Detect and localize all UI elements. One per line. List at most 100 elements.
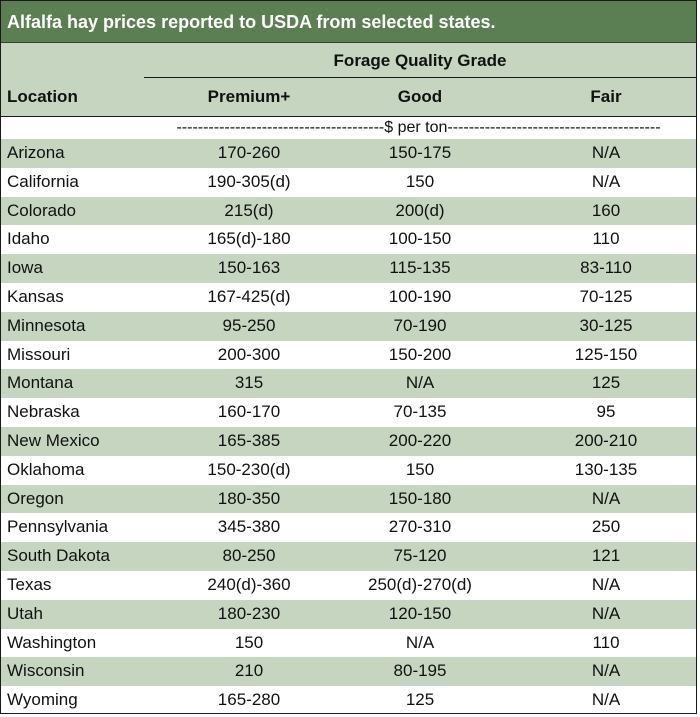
good-cell: 150-200 <box>388 344 452 364</box>
premium-cell: 150 <box>234 632 264 652</box>
location-cell: Oklahoma <box>7 459 85 479</box>
table-row: Wisconsin 210 80-195 N/A <box>1 657 696 687</box>
good-cell: 150-175 <box>388 143 452 162</box>
fair-column-header: Fair <box>590 87 622 106</box>
table-row: California 190-305(d) 150 N/A <box>1 167 696 197</box>
fair-cell: 160 <box>591 200 621 220</box>
table-row: Montana 315 N/A 125 <box>1 369 696 399</box>
good-cell: 250(d)-270(d) <box>368 574 472 594</box>
location-cell: Montana <box>7 373 74 393</box>
fair-cell: 95 <box>596 402 616 422</box>
table-title: Alfalfa hay prices reported to USDA from… <box>1 1 696 43</box>
table-row: Minnesota 95-250 70-190 30-125 <box>1 311 696 341</box>
good-cell: 200(d) <box>395 200 445 220</box>
fair-cell: N/A <box>591 661 621 681</box>
good-cell: 150-180 <box>388 488 452 508</box>
table-row: Utah 180-230 120-150 N/A <box>1 599 696 629</box>
good-cell: N/A <box>405 373 435 393</box>
table-row: South Dakota 80-250 75-120 121 <box>1 542 696 571</box>
premium-cell: 160-170 <box>217 402 281 422</box>
good-cell: 115-135 <box>389 258 451 278</box>
units-row: ---------------------------------------$… <box>1 117 696 139</box>
location-column-header: Location <box>7 87 78 106</box>
good-cell: 70-190 <box>393 315 447 335</box>
table-row: Oklahoma 150-230(d) 150 130-135 <box>1 455 696 485</box>
fair-cell: 110 <box>592 229 620 249</box>
location-cell: Utah <box>7 603 43 623</box>
premium-cell: 165-280 <box>217 690 281 710</box>
fair-cell: 30-125 <box>579 315 633 335</box>
premium-cell: 210 <box>234 661 264 681</box>
fair-cell: 200-210 <box>574 430 638 450</box>
table-row: Nebraska 160-170 70-135 95 <box>1 398 696 427</box>
location-cell: California <box>7 171 79 191</box>
premium-cell: 80-250 <box>222 546 276 566</box>
premium-cell: 180-350 <box>217 488 281 508</box>
location-cell: Missouri <box>7 344 71 364</box>
table-header: Forage Quality Grade Location Premium+ G… <box>1 43 696 117</box>
table-row: Colorado 215(d) 200(d) 160 <box>1 196 696 226</box>
good-cell: 125 <box>405 690 435 710</box>
location-cell: Wisconsin <box>7 661 85 681</box>
good-cell: 80-195 <box>393 661 447 681</box>
premium-cell: 150-163 <box>217 258 281 278</box>
location-cell: Pennsylvania <box>7 517 109 537</box>
location-cell: Minnesota <box>7 315 86 335</box>
premium-cell: 200-300 <box>217 344 281 364</box>
premium-cell: 190-305(d) <box>207 171 291 191</box>
premium-cell: 180-230 <box>217 603 281 623</box>
good-cell: 100-190 <box>388 286 452 306</box>
location-cell: New Mexico <box>7 430 100 450</box>
location-cell: Texas <box>7 574 52 594</box>
good-column-header: Good <box>397 87 443 106</box>
good-cell: 270-310 <box>388 517 452 537</box>
premium-cell: 95-250 <box>222 315 276 335</box>
good-cell: 200-220 <box>388 430 452 450</box>
good-cell: 150 <box>405 171 435 191</box>
forage-quality-grade-heading: Forage Quality Grade <box>144 51 696 78</box>
premium-cell: 170-260 <box>217 143 281 162</box>
fair-cell: 121 <box>591 546 621 566</box>
fair-cell: 125 <box>591 373 621 393</box>
location-cell: South Dakota <box>7 546 111 566</box>
table-row: Missouri 200-300 150-200 125-150 <box>1 340 696 370</box>
premium-cell: 165(d)-180 <box>207 229 291 249</box>
premium-cell: 240(d)-360 <box>207 574 291 594</box>
location-cell: Arizona <box>7 143 65 162</box>
table-row: Oregon 180-350 150-180 N/A <box>1 484 696 514</box>
fair-cell: N/A <box>591 574 621 594</box>
premium-cell: 345-380 <box>217 517 281 537</box>
table-row: Washington 150 N/A 110 <box>1 628 696 658</box>
location-cell: Kansas <box>7 286 64 306</box>
location-cell: Wyoming <box>7 690 78 710</box>
fair-cell: 250 <box>591 517 621 537</box>
good-cell: 120-150 <box>388 603 452 623</box>
location-cell: Iowa <box>7 258 43 278</box>
table-body: Arizona 170-260 150-175 N/A California 190-30… <box>1 139 696 713</box>
premium-cell: 215(d) <box>224 200 274 220</box>
fair-cell: 110 <box>592 632 620 652</box>
fair-cell: N/A <box>591 171 621 191</box>
fair-cell: N/A <box>591 488 621 508</box>
location-cell: Nebraska <box>7 402 80 422</box>
table-row: Idaho 165(d)-180 100-150 110 <box>1 225 696 255</box>
good-cell: 100-150 <box>388 229 452 249</box>
premium-cell: 167-425(d) <box>207 286 291 306</box>
table-row: Iowa 150-163 115-135 83-110 <box>1 254 696 283</box>
good-cell: N/A <box>405 632 435 652</box>
table-row: Kansas 167-425(d) 100-190 70-125 <box>1 282 696 312</box>
table-row: Pennsylvania 345-380 270-310 250 <box>1 513 696 543</box>
premium-cell: 315 <box>234 373 264 393</box>
location-cell: Idaho <box>7 229 50 249</box>
location-cell: Oregon <box>7 488 64 508</box>
location-cell: Colorado <box>7 200 76 220</box>
fair-cell: 125-150 <box>574 344 638 364</box>
fair-cell: N/A <box>591 603 621 623</box>
fair-cell: N/A <box>591 690 621 710</box>
good-cell: 150 <box>405 459 435 479</box>
good-cell: 70-135 <box>393 402 447 422</box>
fair-cell: 130-135 <box>574 459 638 479</box>
premium-cell: 150-230(d) <box>207 459 291 479</box>
fair-cell: 70-125 <box>579 286 633 306</box>
fair-cell: N/A <box>591 143 621 162</box>
